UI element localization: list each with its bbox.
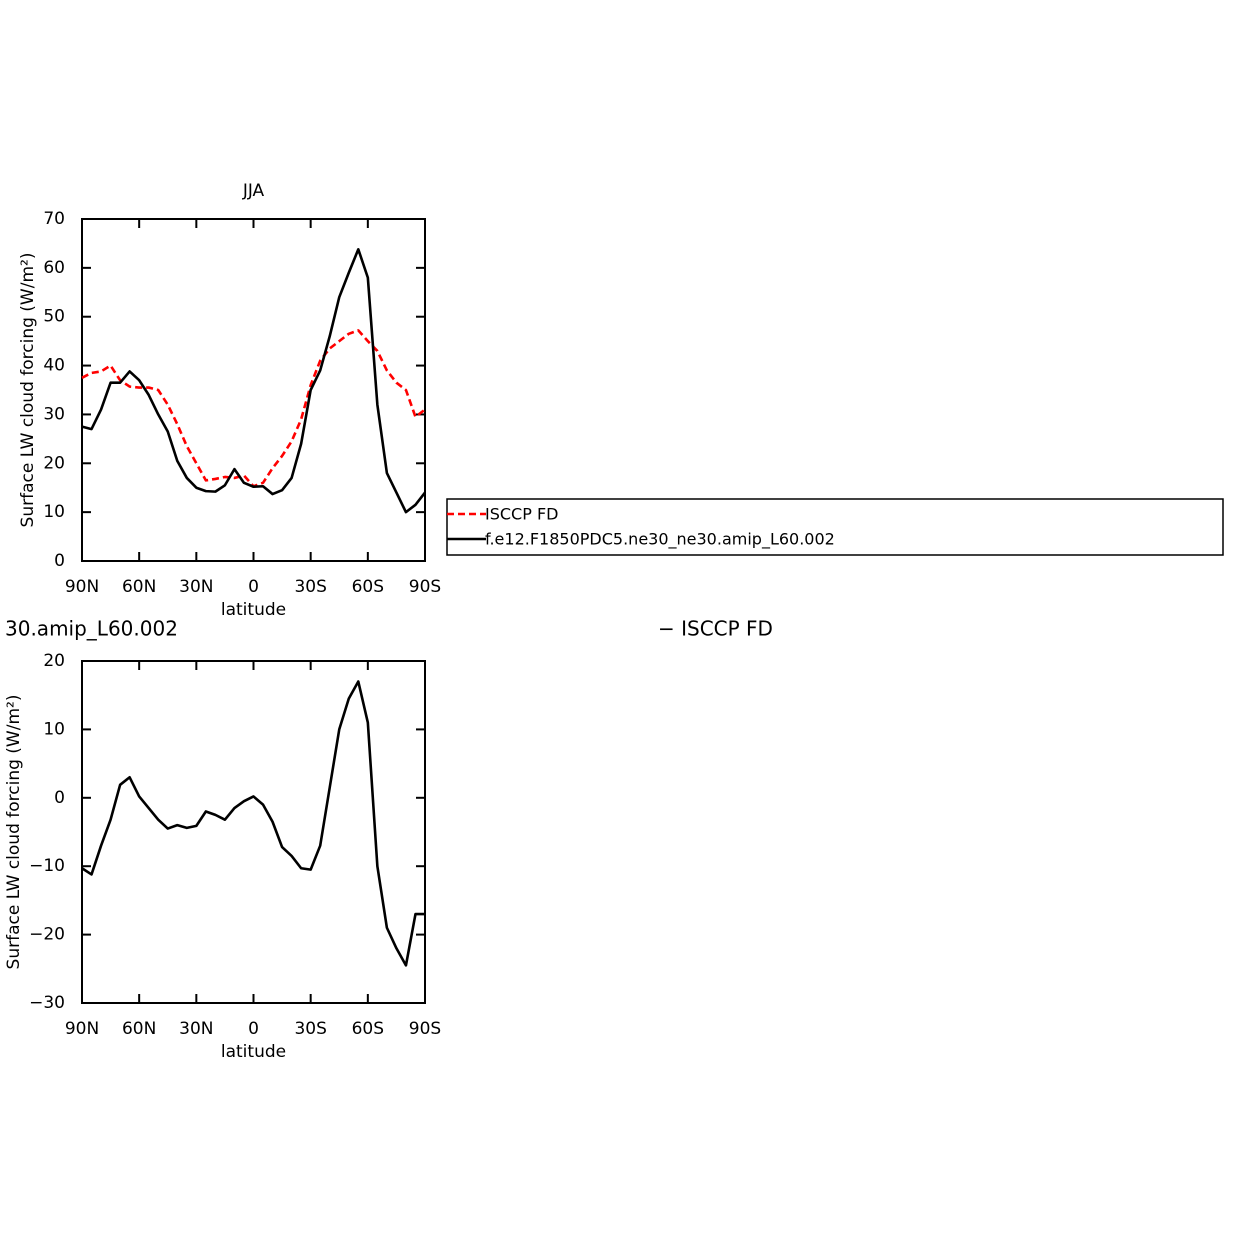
- plot-frame: [81, 218, 426, 562]
- y-tick-label: 50: [43, 307, 65, 327]
- x-tick-label: 90N: [65, 1019, 99, 1039]
- x-tick-label: 30S: [294, 1019, 326, 1039]
- x-tick-label: 90S: [409, 577, 441, 597]
- y-axis-label: Surface LW cloud forcing (W/m²): [4, 695, 24, 970]
- y-tick-label: −30: [29, 993, 65, 1013]
- y-axis-label: Surface LW cloud forcing (W/m²): [18, 253, 38, 528]
- legend-label: f.e12.F1850PDC5.ne30_ne30.amip_L60.002: [485, 530, 835, 550]
- y-tick-label: 10: [43, 719, 65, 739]
- x-tick-label: 90S: [409, 1019, 441, 1039]
- y-tick-label: 20: [43, 453, 65, 473]
- y-tick-label: 60: [43, 258, 65, 278]
- chart-title: JJA: [242, 181, 265, 201]
- x-tick-label: 0: [248, 1019, 259, 1039]
- plot-frame: [81, 660, 426, 1004]
- y-tick-label: 20: [43, 651, 65, 671]
- x-tick-label: 60N: [122, 1019, 156, 1039]
- x-tick-label: 0: [248, 577, 259, 597]
- data-line: [81, 247, 427, 514]
- data-line: [81, 680, 425, 967]
- y-tick-label: −10: [29, 856, 65, 876]
- x-tick-label: 30N: [179, 1019, 213, 1039]
- y-tick-label: −20: [29, 925, 65, 945]
- y-tick-label: 10: [43, 502, 65, 522]
- x-tick-label: 90N: [65, 577, 99, 597]
- x-tick-label: 30N: [179, 577, 213, 597]
- legend-label: ISCCP FD: [485, 505, 558, 524]
- x-axis-label: latitude: [221, 600, 286, 620]
- x-axis-label: latitude: [221, 1042, 286, 1062]
- x-tick-label: 30S: [294, 577, 326, 597]
- y-tick-label: 30: [43, 404, 65, 424]
- chart-title-right: − ISCCP FD: [658, 617, 773, 641]
- y-tick-label: 70: [43, 209, 65, 229]
- x-tick-label: 60N: [122, 577, 156, 597]
- x-tick-label: 60S: [352, 1019, 384, 1039]
- y-tick-label: 0: [54, 551, 65, 571]
- y-tick-label: 0: [54, 788, 65, 808]
- x-tick-label: 60S: [352, 577, 384, 597]
- chart-title-left: 30.amip_L60.002: [5, 617, 178, 641]
- legend-box: [446, 498, 1224, 556]
- y-tick-label: 40: [43, 356, 65, 376]
